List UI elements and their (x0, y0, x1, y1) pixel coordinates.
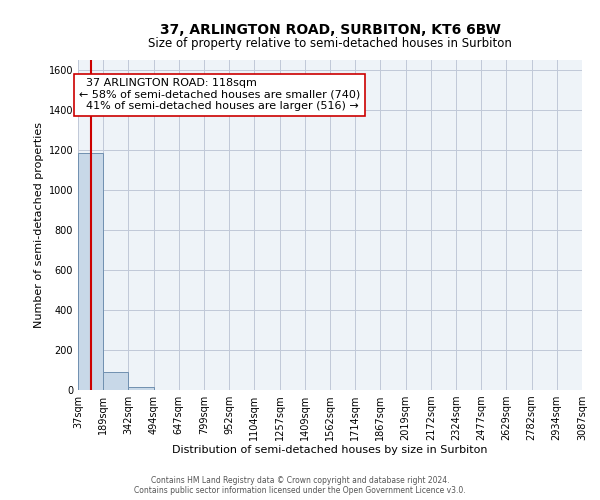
X-axis label: Distribution of semi-detached houses by size in Surbiton: Distribution of semi-detached houses by … (172, 444, 488, 454)
Text: 37, ARLINGTON ROAD, SURBITON, KT6 6BW: 37, ARLINGTON ROAD, SURBITON, KT6 6BW (160, 22, 500, 36)
Bar (103, 372, 128, 390)
Text: Size of property relative to semi-detached houses in Surbiton: Size of property relative to semi-detach… (148, 38, 512, 51)
Bar (78, 153, 103, 390)
Y-axis label: Number of semi-detached properties: Number of semi-detached properties (34, 122, 44, 328)
Bar (128, 387, 154, 390)
Text: Contains HM Land Registry data © Crown copyright and database right 2024.
Contai: Contains HM Land Registry data © Crown c… (134, 476, 466, 495)
Text: 37 ARLINGTON ROAD: 118sqm
← 58% of semi-detached houses are smaller (740)
  41% : 37 ARLINGTON ROAD: 118sqm ← 58% of semi-… (79, 78, 360, 111)
